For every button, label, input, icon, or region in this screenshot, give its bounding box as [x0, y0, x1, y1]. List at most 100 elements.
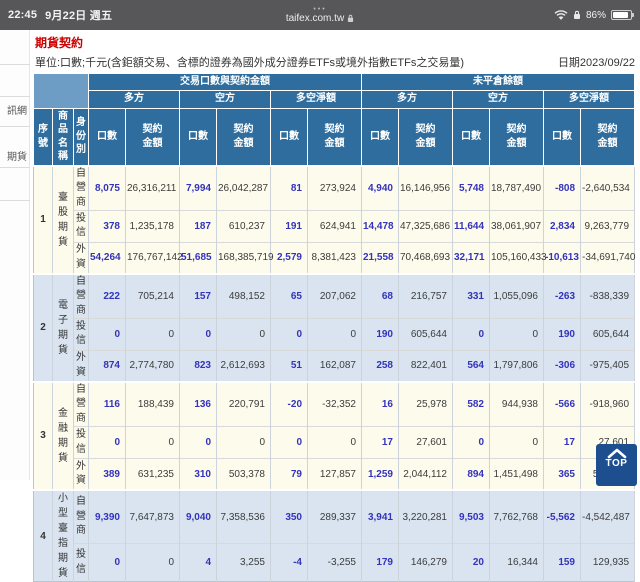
amount-cell: 0: [307, 426, 362, 459]
amount-cell: 3,220,281: [398, 489, 453, 544]
amount-cell: 289,337: [307, 489, 362, 544]
header-side-row: 多方 空方 多空淨額 多方 空方 多空淨額: [34, 89, 636, 109]
volume-cell: 21,558: [361, 241, 399, 274]
volume-cell: -5,562: [543, 489, 581, 544]
volume-cell: 190: [361, 318, 399, 351]
amount-cell: 624,941: [307, 210, 362, 243]
volume-cell: 14,478: [361, 210, 399, 243]
identity-cell: 投信: [73, 318, 89, 351]
battery-percent: 86%: [585, 9, 606, 21]
net-header: 多空淨額: [270, 89, 362, 109]
amount-cell: 605,644: [398, 318, 453, 351]
volume-cell: 331: [452, 272, 490, 319]
amount-cell: 0: [125, 543, 180, 582]
amount-cell: 26,042,287: [216, 164, 271, 211]
volume-cell: 81: [270, 164, 308, 211]
amount-cell: -838,339: [580, 272, 636, 319]
open-interest-group-header: 未平倉餘額: [360, 73, 636, 91]
battery-icon: [611, 10, 634, 20]
sidebar-item-futures[interactable]: 期貨: [7, 152, 27, 163]
volume-cell: 9,040: [179, 489, 217, 544]
unit-note: 單位:口數;千元(含鉅額交易、含標的證券為國外成分證券ETFs或境外指數ETFs…: [35, 57, 464, 69]
volume-cell: 54,264: [88, 241, 126, 274]
amount-cell: 1,235,178: [125, 210, 180, 243]
volume-cell: 68: [361, 272, 399, 319]
sidebar: 訊網 期貨: [0, 30, 30, 480]
volume-cell: 79: [270, 457, 308, 491]
seq-cell: 1: [33, 164, 53, 274]
volume-cell: 16: [361, 380, 399, 427]
amount-cell: 188,439: [125, 380, 180, 427]
amount-cell: 7,647,873: [125, 489, 180, 544]
table-row: 外資 389 631,235 310 503,378 79 127,857 1,259 2,04…: [34, 457, 636, 491]
volume-header: 口數: [452, 107, 490, 166]
long-header: 多方: [88, 89, 180, 109]
table-row: 投信 0 0 0 0 0 0 190 605,644 0 0 190 605,644: [34, 318, 636, 351]
product-cell: 金融期貨: [52, 380, 74, 491]
volume-cell: 389: [88, 457, 126, 491]
volume-cell: 9,503: [452, 489, 490, 544]
seq-cell: 2: [33, 272, 53, 382]
table-row: 外資 54,264 176,767,142 51,685 168,385,719 2,57…: [34, 241, 635, 274]
amount-header: 契約金額: [216, 107, 271, 166]
volume-header: 口數: [88, 107, 126, 166]
identity-cell: 自營商: [73, 164, 89, 211]
identity-cell: 自營商: [73, 489, 89, 544]
amount-cell: 2,612,693: [216, 349, 271, 382]
volume-cell: 8,075: [88, 164, 126, 211]
amount-header: 契約金額: [579, 107, 636, 166]
identity-cell: 投信: [73, 210, 89, 243]
tab-overview-dots[interactable]: •••: [313, 6, 327, 13]
volume-cell: 157: [179, 272, 217, 319]
amount-cell: 944,938: [489, 380, 544, 427]
volume-cell: 0: [88, 426, 126, 459]
lock-icon: [573, 10, 580, 19]
amount-cell: 0: [307, 318, 362, 351]
volume-cell: 2,579: [270, 241, 308, 274]
volume-cell: 365: [543, 457, 581, 491]
volume-cell: 3,941: [361, 489, 399, 544]
volume-cell: 51: [270, 349, 308, 382]
amount-cell: 0: [216, 426, 271, 459]
volume-cell: 310: [179, 457, 217, 491]
amount-cell: 127,857: [307, 457, 362, 491]
seq-header: 序號: [33, 107, 53, 166]
volume-cell: 350: [270, 489, 308, 544]
amount-cell: 220,791: [216, 380, 271, 427]
identity-cell: 外資: [73, 457, 89, 491]
clock: 22:45: [8, 9, 38, 21]
amount-cell: 1,451,498: [489, 457, 544, 491]
amount-cell: -34,691,740: [580, 241, 635, 274]
volume-cell: 582: [452, 380, 490, 427]
table-row: 投信 0 0 4 3,255 -4 -3,255 179 146,279 20 16,344 159 1…: [34, 543, 636, 582]
amount-cell: -2,640,534: [580, 164, 636, 211]
volume-cell: 20: [452, 543, 490, 582]
table-row: 3 金融期貨 自營商 116 188,439 136 220,791 -20 -32,352 16…: [33, 380, 636, 491]
back-to-top-button[interactable]: TOP: [596, 444, 637, 486]
address-bar[interactable]: taifex.com.tw: [286, 13, 354, 24]
product-cell: 電子期貨: [52, 272, 74, 382]
amount-cell: 498,152: [216, 272, 271, 319]
identity-header: 身份別: [73, 107, 89, 166]
url-text: taifex.com.tw: [285, 13, 345, 24]
identity-cell: 自營商: [73, 380, 89, 427]
header-col-row: 序號 商品名稱 身份別 口數 契約金額 口數 契約金額 口數 契約金額 口數 契…: [33, 107, 636, 166]
page-title: 期貨契約: [35, 36, 84, 50]
status-bar: 22:45 9月22日 週五 ••• taifex.com.tw 86%: [0, 0, 640, 30]
sidebar-item-info-site[interactable]: 訊網: [7, 106, 27, 117]
volume-header: 口數: [543, 107, 581, 166]
amount-cell: 176,767,142: [125, 241, 183, 274]
seq-cell: 3: [33, 380, 53, 491]
amount-cell: 38,061,907: [489, 210, 544, 243]
identity-cell: 投信: [73, 543, 89, 582]
product-cell: 臺股期貨: [52, 164, 74, 274]
amount-cell: 503,378: [216, 457, 271, 491]
volume-cell: 378: [88, 210, 126, 243]
volume-cell: 32,171: [452, 241, 490, 274]
corner-cell: [33, 73, 89, 109]
volume-cell: 65: [270, 272, 308, 319]
amount-cell: -32,352: [307, 380, 362, 427]
net-header: 多空淨額: [542, 89, 636, 109]
volume-cell: 187: [179, 210, 217, 243]
short-header: 空方: [179, 89, 271, 109]
